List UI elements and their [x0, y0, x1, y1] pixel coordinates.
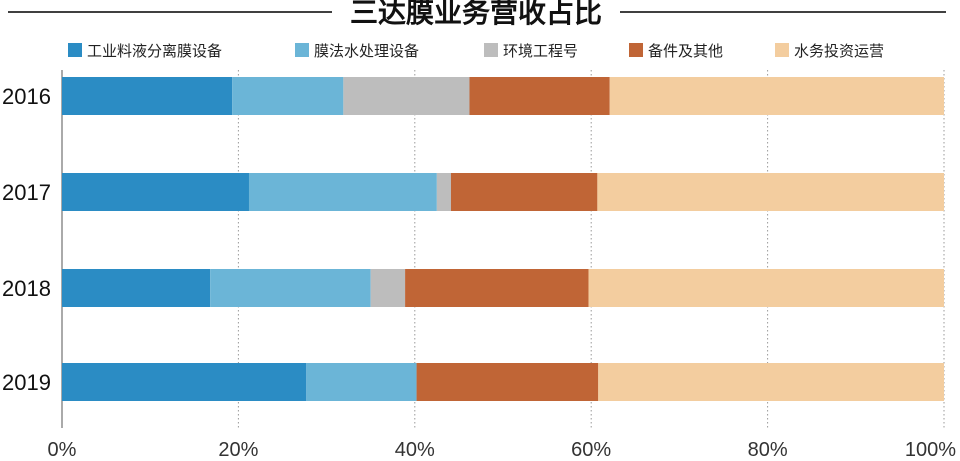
- bar-segment: [370, 269, 406, 307]
- bar-segment: [232, 77, 344, 115]
- legend-label: 工业料液分离膜设备: [87, 42, 222, 60]
- bar-segment: [450, 173, 598, 211]
- legend-swatch: [775, 43, 789, 57]
- bar-segment: [62, 77, 233, 115]
- x-tick-label: 40%: [395, 439, 435, 461]
- x-tick-label: 100%: [905, 439, 956, 461]
- bar-segment: [436, 173, 451, 211]
- category-label: 2019: [2, 370, 51, 395]
- legend-label: 环境工程号: [503, 42, 578, 60]
- legend-label: 水务投资运营: [794, 42, 884, 60]
- category-labels: 2016 2017 2018 2019: [2, 84, 51, 395]
- legend: 工业料液分离膜设备 膜法水处理设备 环境工程号 备件及其他 水务投资运营: [68, 42, 884, 60]
- legend-swatch: [68, 43, 82, 57]
- x-tick-label: 80%: [748, 439, 788, 461]
- legend-swatch: [484, 43, 498, 57]
- bar-segment: [469, 77, 610, 115]
- category-label: 2017: [2, 180, 51, 205]
- category-label: 2016: [2, 84, 51, 109]
- legend-label: 备件及其他: [648, 42, 723, 60]
- x-axis-ticks: 0% 20% 40% 60% 80% 100%: [48, 439, 957, 461]
- bar-segment: [588, 269, 944, 307]
- bar-segment: [306, 363, 417, 401]
- bar-segment: [343, 77, 470, 115]
- x-tick-label: 0%: [48, 439, 77, 461]
- bar-segment: [609, 77, 944, 115]
- x-tick-label: 20%: [218, 439, 258, 461]
- category-label: 2018: [2, 276, 51, 301]
- bar-segment: [62, 363, 307, 401]
- legend-swatch: [629, 43, 643, 57]
- bar-segment: [416, 363, 599, 401]
- chart-title-group: 三达膜业务营收占比: [8, 0, 946, 29]
- legend-swatch: [295, 43, 309, 57]
- chart-title: 三达膜业务营收占比: [350, 0, 602, 29]
- bar-segment: [405, 269, 589, 307]
- bar-segment: [597, 173, 944, 211]
- bar-segment: [62, 269, 211, 307]
- bar-segment: [62, 173, 249, 211]
- bar-segment: [210, 269, 371, 307]
- legend-label: 膜法水处理设备: [314, 42, 419, 60]
- x-tick-label: 60%: [571, 439, 611, 461]
- bar-segment: [248, 173, 437, 211]
- bar-segment: [598, 363, 944, 401]
- bars: [62, 77, 944, 401]
